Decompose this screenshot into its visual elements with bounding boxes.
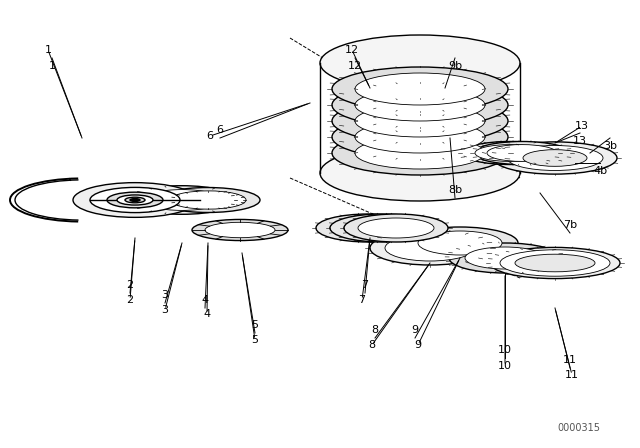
- Text: 2: 2: [127, 295, 134, 305]
- Ellipse shape: [474, 142, 570, 164]
- Ellipse shape: [125, 197, 145, 203]
- Ellipse shape: [90, 187, 180, 213]
- Text: 7: 7: [362, 280, 369, 290]
- Ellipse shape: [402, 227, 518, 259]
- Text: 11: 11: [565, 370, 579, 380]
- Ellipse shape: [330, 214, 434, 242]
- Text: 7: 7: [358, 295, 365, 305]
- Ellipse shape: [330, 218, 406, 238]
- Ellipse shape: [355, 105, 485, 137]
- Text: 12: 12: [348, 61, 362, 71]
- Ellipse shape: [332, 115, 508, 159]
- Text: 8: 8: [369, 340, 376, 350]
- Ellipse shape: [475, 145, 545, 161]
- Ellipse shape: [320, 145, 520, 201]
- Ellipse shape: [130, 198, 140, 202]
- Ellipse shape: [355, 73, 485, 105]
- Text: 4: 4: [202, 295, 209, 305]
- Ellipse shape: [192, 220, 288, 241]
- Ellipse shape: [358, 218, 434, 238]
- Ellipse shape: [117, 195, 153, 205]
- Ellipse shape: [462, 142, 558, 164]
- Ellipse shape: [465, 247, 545, 269]
- Ellipse shape: [344, 214, 448, 242]
- Ellipse shape: [515, 254, 595, 272]
- Ellipse shape: [332, 67, 508, 111]
- Ellipse shape: [449, 243, 561, 273]
- Ellipse shape: [487, 145, 557, 161]
- Text: 9: 9: [412, 325, 419, 335]
- Text: 5: 5: [252, 320, 259, 330]
- Text: 4b: 4b: [593, 166, 607, 176]
- Text: 3: 3: [161, 290, 168, 300]
- Text: 3b: 3b: [603, 141, 617, 151]
- Text: 2: 2: [127, 280, 134, 290]
- Ellipse shape: [320, 35, 520, 91]
- Text: 8: 8: [371, 325, 379, 335]
- Text: 5: 5: [252, 335, 259, 345]
- Text: 9: 9: [415, 340, 422, 350]
- Text: 10: 10: [498, 361, 512, 371]
- Ellipse shape: [107, 192, 163, 208]
- Ellipse shape: [507, 146, 603, 171]
- Text: 8b: 8b: [448, 185, 462, 195]
- Text: 6: 6: [207, 131, 214, 141]
- Ellipse shape: [332, 99, 508, 143]
- Text: 10: 10: [498, 345, 512, 355]
- Ellipse shape: [370, 231, 490, 265]
- Ellipse shape: [490, 247, 620, 279]
- Ellipse shape: [344, 218, 420, 238]
- Ellipse shape: [205, 222, 275, 238]
- Ellipse shape: [355, 137, 485, 169]
- Text: 0000315: 0000315: [557, 423, 600, 433]
- Text: 7b: 7b: [563, 220, 577, 230]
- Ellipse shape: [385, 235, 475, 261]
- Text: 12: 12: [345, 45, 359, 55]
- Ellipse shape: [332, 83, 508, 127]
- Text: 6: 6: [216, 125, 223, 135]
- Text: 13: 13: [573, 136, 587, 146]
- Text: 1: 1: [49, 61, 56, 71]
- Text: 11: 11: [563, 355, 577, 365]
- Text: 13: 13: [575, 121, 589, 131]
- Text: 3: 3: [161, 305, 168, 315]
- Ellipse shape: [156, 188, 260, 212]
- Ellipse shape: [142, 190, 222, 211]
- Ellipse shape: [127, 186, 237, 214]
- Text: 1: 1: [45, 45, 51, 55]
- Ellipse shape: [73, 183, 197, 217]
- Ellipse shape: [170, 191, 246, 209]
- Text: 9b: 9b: [448, 61, 462, 71]
- Ellipse shape: [332, 131, 508, 175]
- Ellipse shape: [500, 250, 610, 276]
- Ellipse shape: [355, 121, 485, 153]
- Ellipse shape: [316, 214, 420, 242]
- Ellipse shape: [493, 142, 617, 174]
- Ellipse shape: [418, 231, 502, 255]
- Ellipse shape: [355, 89, 485, 121]
- Text: 4: 4: [204, 309, 211, 319]
- Ellipse shape: [523, 150, 587, 166]
